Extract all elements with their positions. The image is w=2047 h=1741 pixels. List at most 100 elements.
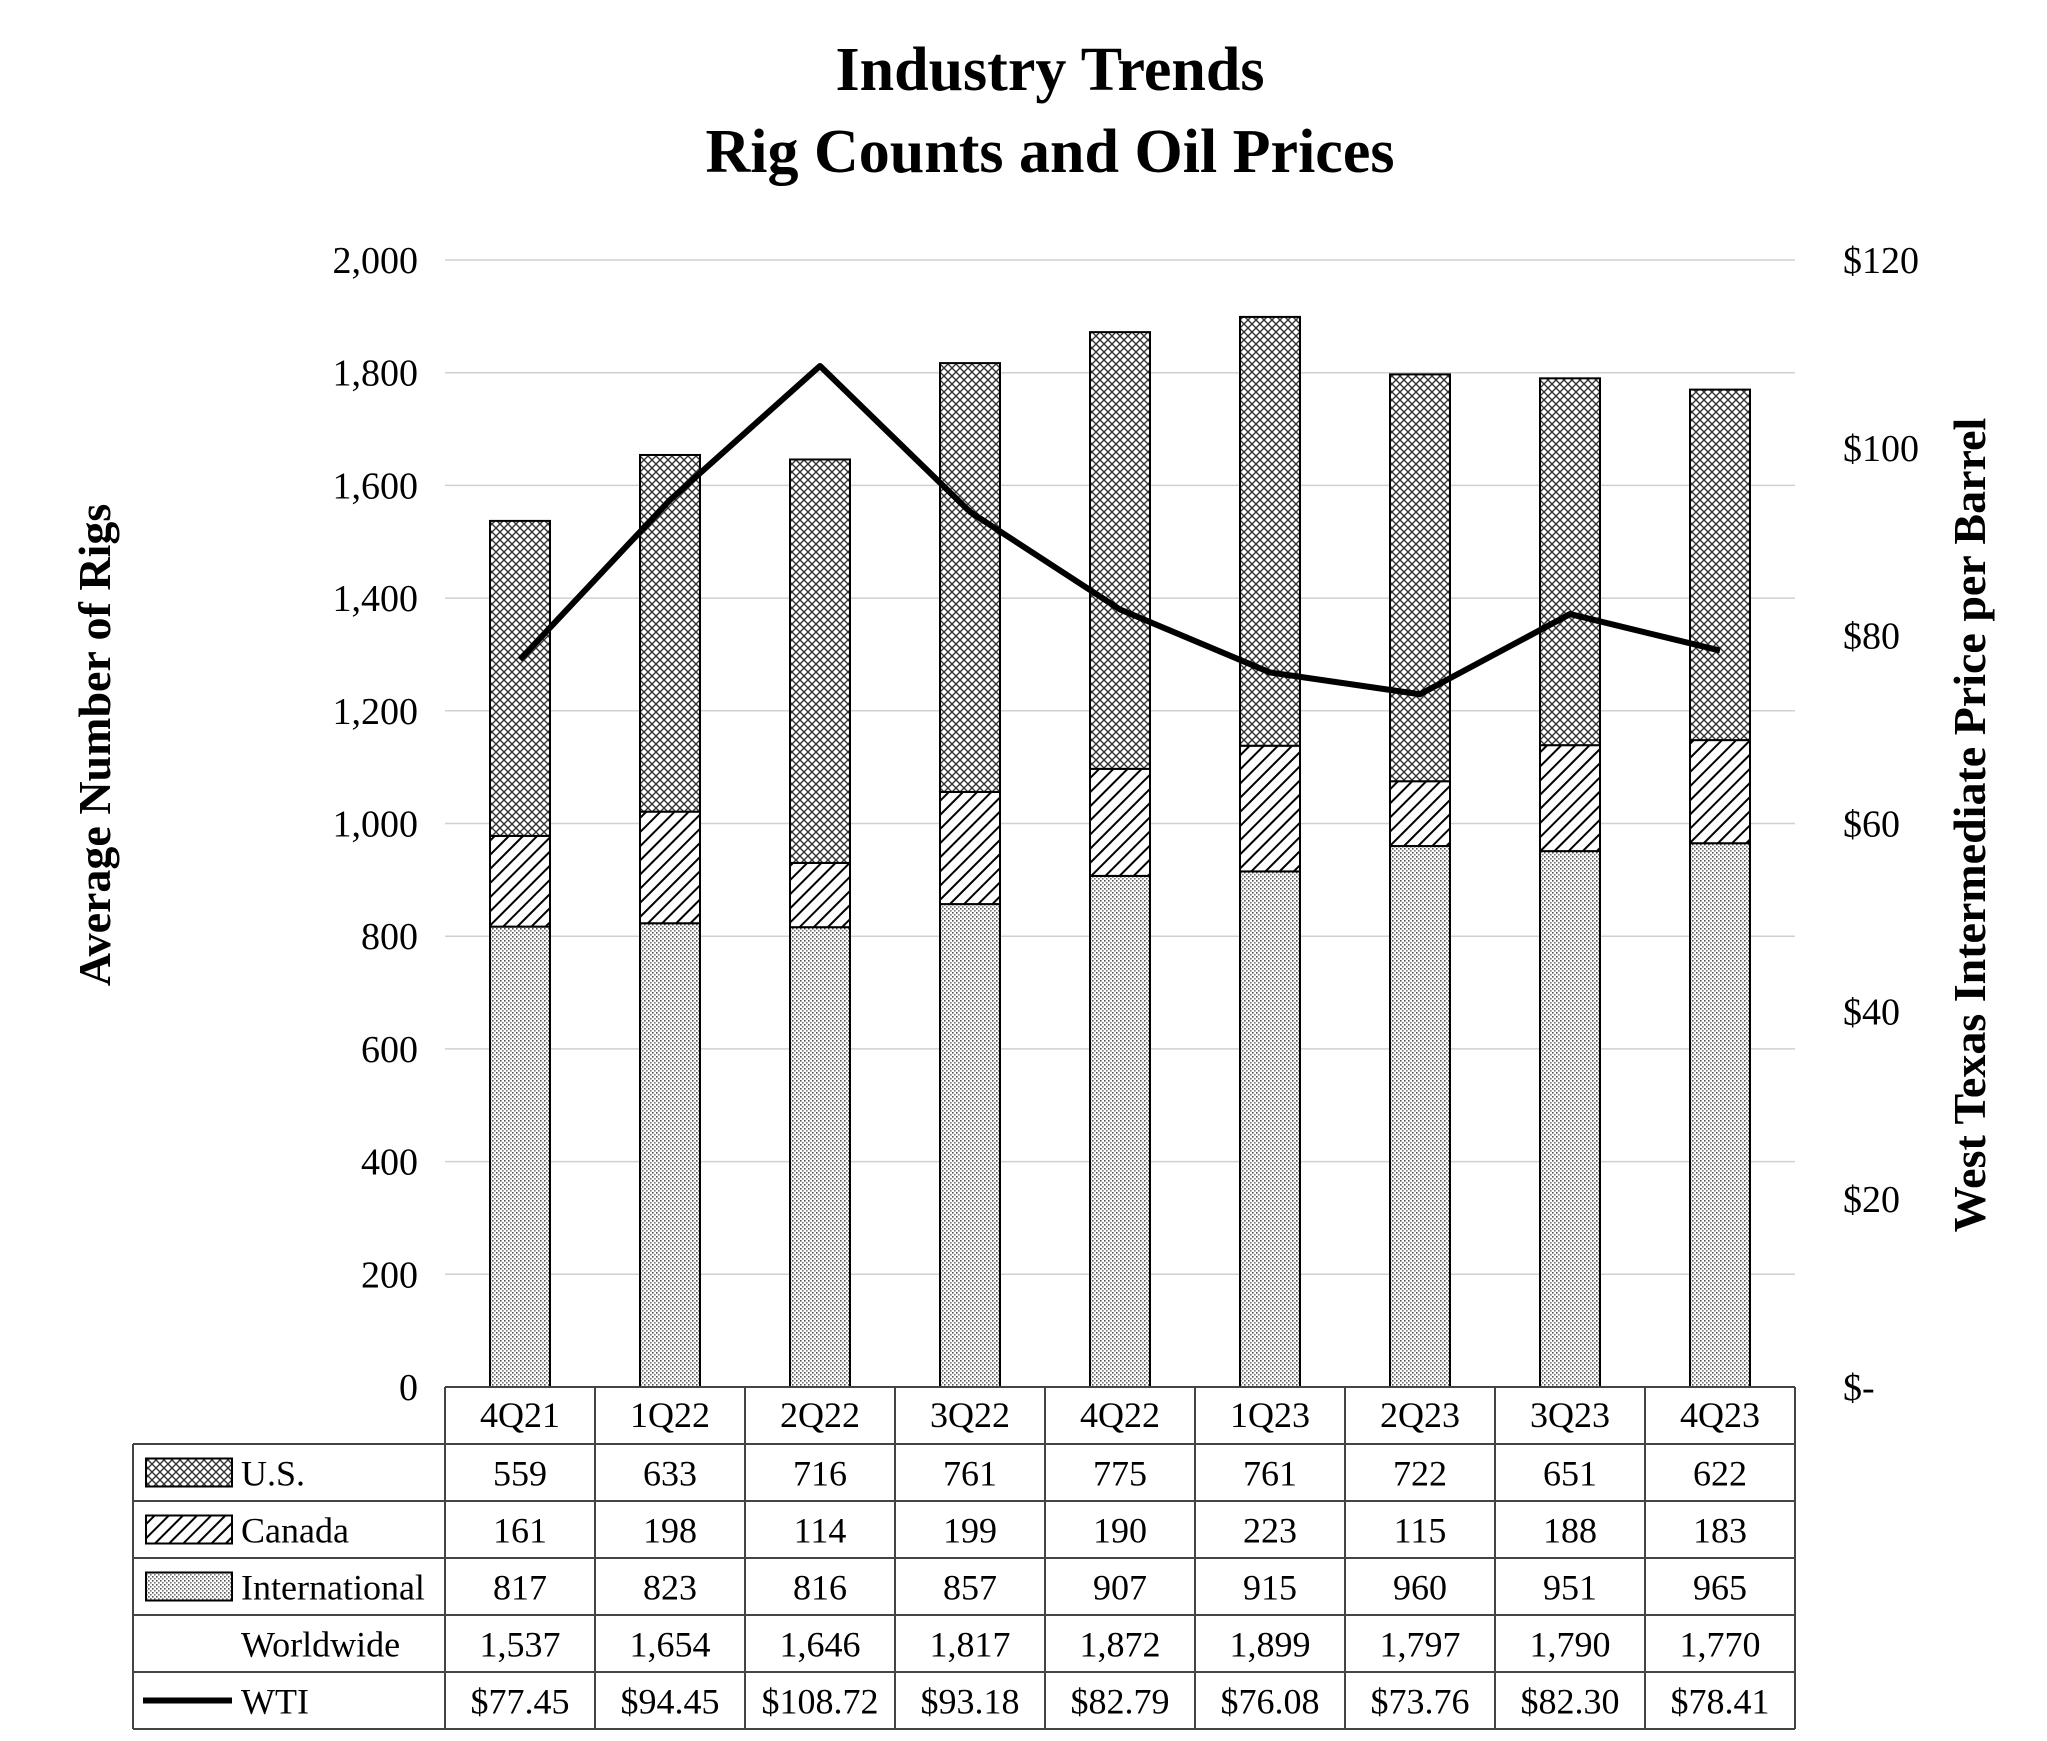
cell-international-4q21: 817 xyxy=(493,1568,547,1608)
y2-tick-label-0: $- xyxy=(1843,1367,1875,1409)
category-label-1q23: 1Q23 xyxy=(1230,1395,1310,1435)
category-label-2q23: 2Q23 xyxy=(1380,1395,1460,1435)
wti-line xyxy=(517,362,1721,698)
cell-wti-3q22: $93.18 xyxy=(921,1682,1020,1722)
row-label-wti: WTI xyxy=(241,1682,309,1722)
y-tick-label-9: 1,800 xyxy=(333,353,419,395)
row-label-international: International xyxy=(241,1568,425,1608)
bar-us-1q23 xyxy=(1239,315,1301,747)
cell-canada-2q22: 114 xyxy=(794,1511,847,1551)
cell-us-4q22: 775 xyxy=(1093,1454,1147,1494)
bar-international-2q23 xyxy=(1389,845,1451,1388)
cell-wti-1q23: $76.08 xyxy=(1221,1682,1320,1722)
cell-us-1q22: 633 xyxy=(643,1454,697,1494)
bar-international-4q22 xyxy=(1089,874,1151,1389)
chart-title-line-2: Rig Counts and Oil Prices xyxy=(706,118,1395,186)
row-label-worldwide: Worldwide xyxy=(241,1625,400,1665)
y2-tick-label-1: $20 xyxy=(1843,1179,1900,1221)
bar-international-4q23 xyxy=(1689,842,1751,1388)
bar-us-4q21 xyxy=(489,519,551,837)
cell-international-3q23: 951 xyxy=(1543,1568,1597,1608)
cell-us-3q22: 761 xyxy=(943,1454,997,1494)
cell-international-4q22: 907 xyxy=(1093,1568,1147,1608)
category-label-2q22: 2Q22 xyxy=(780,1395,860,1435)
bar-us-4q23 xyxy=(1689,388,1751,742)
cell-worldwide-2q23: 1,797 xyxy=(1380,1625,1461,1665)
cell-international-4q23: 965 xyxy=(1693,1568,1747,1608)
bar-international-1q23 xyxy=(1239,870,1301,1388)
cell-international-1q23: 915 xyxy=(1243,1568,1297,1608)
y-axis-ticks: 0 200 400 600 800 1,000 1,200 1,400 1,600 1,800 2,… xyxy=(333,240,419,1409)
legend-key-us xyxy=(145,1457,233,1488)
cell-canada-3q22: 199 xyxy=(943,1511,997,1551)
cell-worldwide-4q21: 1,537 xyxy=(480,1625,561,1665)
cell-wti-2q22: $108.72 xyxy=(762,1682,879,1722)
cell-worldwide-1q23: 1,899 xyxy=(1230,1625,1311,1665)
legend-key-canada xyxy=(145,1514,233,1545)
cell-canada-1q22: 198 xyxy=(643,1511,697,1551)
bar-international-3q23 xyxy=(1539,850,1601,1388)
cell-us-4q23: 622 xyxy=(1693,1454,1747,1494)
bar-us-4q22 xyxy=(1089,331,1151,770)
y-tick-label-0: 0 xyxy=(399,1367,418,1409)
cell-wti-2q23: $73.76 xyxy=(1371,1682,1470,1722)
bar-canada-2q22 xyxy=(789,861,851,929)
cell-worldwide-1q22: 1,654 xyxy=(630,1625,711,1665)
bar-canada-2q23 xyxy=(1389,780,1451,848)
cell-worldwide-2q22: 1,646 xyxy=(780,1625,861,1665)
y2-tick-label-6: $120 xyxy=(1843,240,1919,282)
cell-canada-3q23: 188 xyxy=(1543,1511,1597,1551)
y2-axis-ticks: $- $20 $40 $60 $80 $100 $120 xyxy=(1843,240,1919,1409)
cell-wti-4q23: $78.41 xyxy=(1671,1682,1770,1722)
y-tick-label-10: 2,000 xyxy=(333,240,419,282)
bar-international-1q22 xyxy=(639,922,701,1388)
cell-canada-4q22: 190 xyxy=(1093,1511,1147,1551)
bar-canada-1q22 xyxy=(639,810,701,925)
y-tick-label-6: 1,200 xyxy=(333,691,419,733)
y-tick-label-4: 800 xyxy=(361,916,418,958)
y2-axis-title: West Texas Intermediate Price per Barrel xyxy=(1944,418,1995,1233)
data-table: 4Q21 1Q22 2Q22 3Q22 4Q22 1Q23 2Q23 3Q23 4Q23 U.S.… xyxy=(132,1386,1796,1730)
y2-tick-label-2: $40 xyxy=(1843,991,1900,1033)
category-label-4q23: 4Q23 xyxy=(1680,1395,1760,1435)
bar-international-2q22 xyxy=(789,926,851,1389)
y-tick-label-8: 1,600 xyxy=(333,465,419,507)
cell-wti-4q21: $77.45 xyxy=(471,1682,570,1722)
bar-us-1q22 xyxy=(639,453,701,813)
cell-worldwide-3q23: 1,790 xyxy=(1530,1625,1611,1665)
cell-us-3q23: 651 xyxy=(1543,1454,1597,1494)
cell-worldwide-4q22: 1,872 xyxy=(1080,1625,1161,1665)
cell-wti-1q22: $94.45 xyxy=(621,1682,720,1722)
cell-worldwide-3q22: 1,817 xyxy=(930,1625,1011,1665)
bar-international-4q21 xyxy=(489,925,551,1388)
bar-us-3q22 xyxy=(939,362,1001,793)
y-tick-label-3: 600 xyxy=(361,1029,418,1071)
bar-us-3q23 xyxy=(1539,377,1601,747)
cell-worldwide-4q23: 1,770 xyxy=(1680,1625,1761,1665)
y-tick-label-2: 400 xyxy=(361,1142,418,1184)
legend-key-international xyxy=(145,1571,233,1602)
cell-international-3q22: 857 xyxy=(943,1568,997,1608)
category-label-3q22: 3Q22 xyxy=(930,1395,1010,1435)
bar-us-2q23 xyxy=(1389,373,1451,783)
cell-international-2q23: 960 xyxy=(1393,1568,1447,1608)
cell-international-1q22: 823 xyxy=(643,1568,697,1608)
bar-international-3q22 xyxy=(939,903,1001,1388)
category-label-4q21: 4Q21 xyxy=(480,1395,560,1435)
cell-international-2q22: 816 xyxy=(793,1568,847,1608)
y-tick-label-1: 200 xyxy=(361,1254,418,1296)
bar-canada-4q22 xyxy=(1089,767,1151,877)
cell-us-1q23: 761 xyxy=(1243,1454,1297,1494)
bar-canada-3q23 xyxy=(1539,744,1601,853)
row-label-us: U.S. xyxy=(241,1454,305,1494)
bar-canada-4q23 xyxy=(1689,739,1751,845)
y-tick-label-5: 1,000 xyxy=(333,804,419,846)
cell-canada-4q21: 161 xyxy=(493,1511,547,1551)
cell-canada-2q23: 115 xyxy=(1394,1511,1447,1551)
bar-canada-1q23 xyxy=(1239,744,1301,873)
category-label-3q23: 3Q23 xyxy=(1530,1395,1610,1435)
y2-tick-label-5: $100 xyxy=(1843,428,1919,470)
bar-canada-4q21 xyxy=(489,834,551,928)
y2-tick-label-3: $60 xyxy=(1843,804,1900,846)
